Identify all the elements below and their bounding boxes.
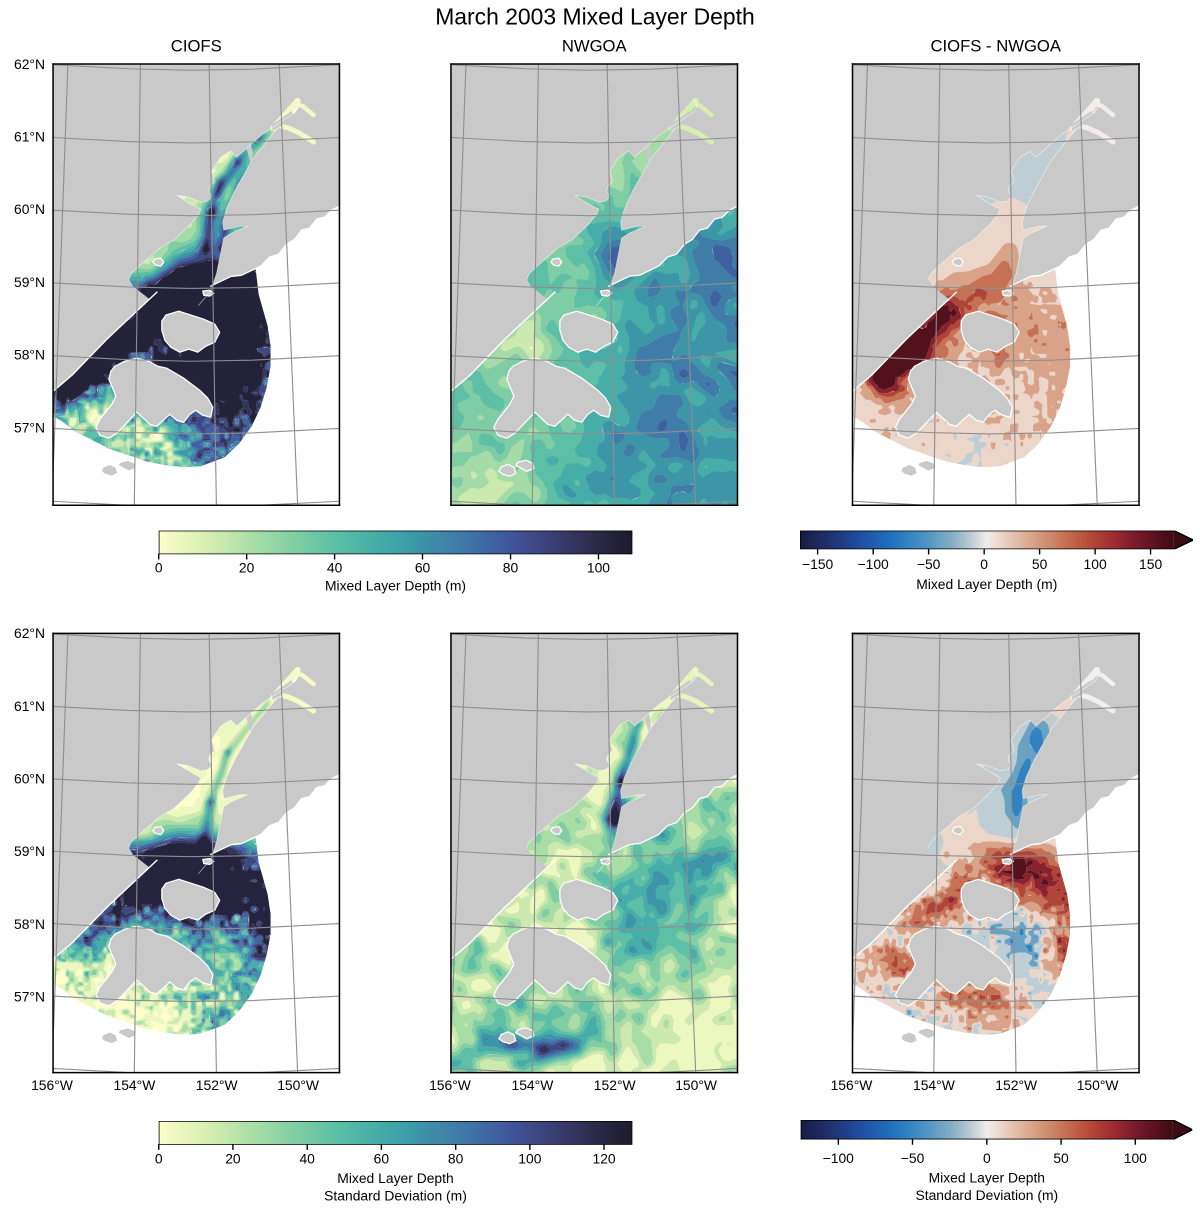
svg-text:59°N: 59°N — [14, 274, 45, 290]
svg-text:150°W: 150°W — [675, 1077, 718, 1093]
svg-text:80: 80 — [503, 560, 519, 576]
svg-text:100: 100 — [518, 1151, 541, 1167]
svg-text:62°N: 62°N — [14, 625, 45, 641]
svg-text:61°N: 61°N — [14, 128, 45, 144]
svg-text:Mixed Layer Depth (m): Mixed Layer Depth (m) — [325, 578, 466, 594]
svg-text:−100: −100 — [858, 556, 890, 572]
svg-text:152°W: 152°W — [594, 1077, 637, 1093]
svg-text:154°W: 154°W — [512, 1077, 555, 1093]
svg-text:0: 0 — [155, 560, 163, 576]
svg-text:156°W: 156°W — [31, 1077, 74, 1093]
svg-text:152°W: 152°W — [196, 1077, 239, 1093]
svg-text:−150: −150 — [802, 556, 834, 572]
svg-text:60°N: 60°N — [14, 770, 45, 786]
svg-text:20: 20 — [225, 1151, 241, 1167]
svg-text:60°N: 60°N — [14, 201, 45, 217]
svg-text:152°W: 152°W — [995, 1077, 1038, 1093]
svg-text:60: 60 — [374, 1151, 390, 1167]
svg-text:40: 40 — [327, 560, 343, 576]
svg-text:100: 100 — [587, 560, 610, 576]
svg-text:NWGOA: NWGOA — [562, 36, 628, 55]
svg-text:50: 50 — [1053, 1150, 1069, 1166]
svg-text:100: 100 — [1124, 1150, 1147, 1166]
svg-text:62°N: 62°N — [14, 56, 45, 72]
svg-text:60: 60 — [415, 560, 431, 576]
svg-text:156°W: 156°W — [429, 1077, 472, 1093]
svg-text:59°N: 59°N — [14, 843, 45, 859]
svg-text:40: 40 — [299, 1151, 315, 1167]
svg-text:50: 50 — [1032, 556, 1048, 572]
svg-text:−50: −50 — [917, 556, 941, 572]
svg-text:20: 20 — [239, 560, 255, 576]
svg-text:March 2003 Mixed Layer Depth: March 2003 Mixed Layer Depth — [435, 3, 755, 29]
svg-text:0: 0 — [155, 1151, 163, 1167]
svg-text:120: 120 — [593, 1151, 616, 1167]
svg-text:0: 0 — [983, 1150, 991, 1166]
svg-text:154°W: 154°W — [913, 1077, 956, 1093]
svg-text:80: 80 — [448, 1151, 464, 1167]
svg-text:150: 150 — [1139, 556, 1162, 572]
svg-text:0: 0 — [980, 556, 988, 572]
svg-text:58°N: 58°N — [14, 347, 45, 363]
svg-text:Mixed Layer Depth: Mixed Layer Depth — [337, 1170, 453, 1186]
svg-text:Mixed Layer Depth: Mixed Layer Depth — [929, 1170, 1045, 1186]
svg-text:57°N: 57°N — [14, 419, 45, 435]
svg-text:−50: −50 — [901, 1150, 925, 1166]
svg-text:58°N: 58°N — [14, 916, 45, 932]
svg-text:154°W: 154°W — [114, 1077, 157, 1093]
svg-text:−100: −100 — [823, 1150, 855, 1166]
svg-text:57°N: 57°N — [14, 989, 45, 1005]
svg-text:Standard Deviation (m): Standard Deviation (m) — [915, 1187, 1058, 1203]
svg-text:CIOFS - NWGOA: CIOFS - NWGOA — [931, 36, 1062, 55]
svg-text:Mixed Layer Depth (m): Mixed Layer Depth (m) — [916, 576, 1057, 592]
svg-text:CIOFS: CIOFS — [171, 36, 222, 55]
svg-text:Standard Deviation (m): Standard Deviation (m) — [324, 1187, 467, 1203]
svg-text:61°N: 61°N — [14, 698, 45, 714]
svg-text:150°W: 150°W — [1077, 1077, 1120, 1093]
svg-text:150°W: 150°W — [277, 1077, 320, 1093]
svg-text:156°W: 156°W — [831, 1077, 874, 1093]
svg-text:100: 100 — [1084, 556, 1107, 572]
